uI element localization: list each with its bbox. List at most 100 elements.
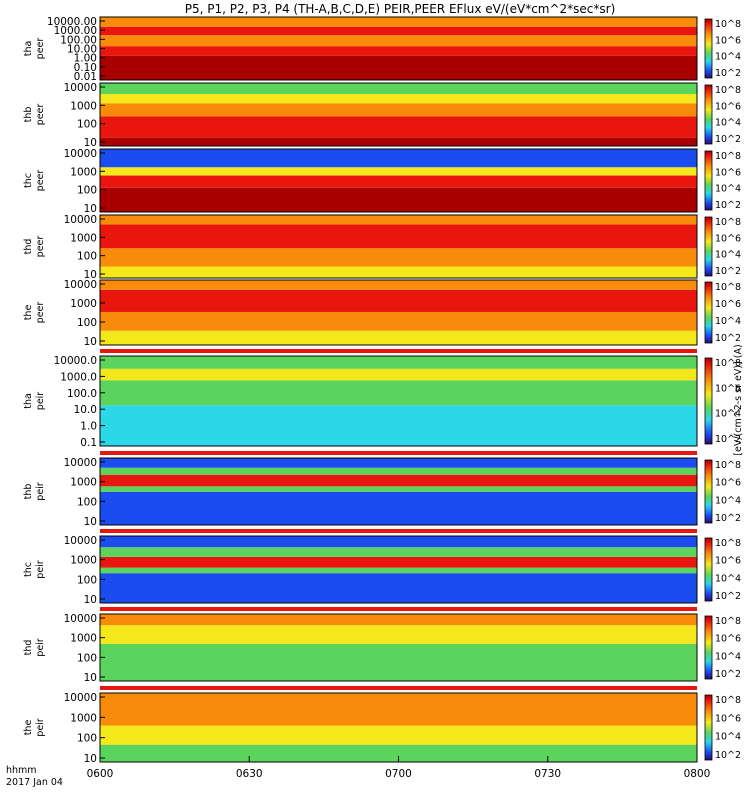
colorbar-tick-label: 10^6: [715, 167, 741, 178]
panel-species-label: peir: [35, 560, 46, 579]
panel-thb-peir: 10000 1000 100 10 thb peir 10^2 10^4 10^6 10^8: [23, 451, 741, 528]
panel-thb-peer: 10000 1000 100 10 thb peer 10^2 10^4 10^6 10^8: [23, 82, 741, 149]
energy-band: [100, 248, 697, 267]
colorbar-tick-label: 10^6: [715, 713, 741, 724]
colorbar-tick-label: 10^4: [715, 316, 741, 327]
panel-thd-peer: 10000 1000 100 10 thd peer 10^2 10^4 10^6 10^8: [23, 214, 741, 281]
energy-band: [100, 567, 697, 574]
panel-separator: [100, 529, 697, 533]
ytick-label: 10: [84, 203, 97, 215]
energy-band: [100, 103, 697, 117]
energy-band: [100, 187, 697, 212]
energy-band: [100, 614, 697, 626]
colorbar-tick-label: 10^2: [715, 134, 741, 145]
ytick-label: 100.00: [60, 34, 97, 46]
panel-the-peer: 10000 1000 100 10 the peer 10^2 10^4 10^6 10^8: [23, 279, 741, 348]
energy-band: [100, 486, 697, 492]
energy-band: [100, 137, 697, 146]
colorbar-tick-label: 10^2: [715, 68, 741, 79]
ytick-label: 10000.00: [47, 16, 97, 28]
xtick-label: 0630: [236, 768, 263, 780]
colorbar-tick-label: 10^2: [715, 669, 741, 680]
colorbar: [704, 216, 713, 277]
energy-band: [100, 93, 697, 104]
ytick-label: 1000: [70, 712, 97, 724]
panel-separator: [100, 349, 697, 353]
energy-band: [100, 167, 697, 176]
panel-separator: [100, 451, 697, 455]
panel-probe-label: thb: [23, 107, 34, 123]
colorbar-tick-label: 10^8: [715, 282, 741, 293]
colorbar-tick-label: 10^4: [715, 409, 741, 420]
panel-the-peir: 10000 1000 100 10 the peir 10^2 10^4 10^6 10^8: [23, 686, 741, 765]
colorbar-tick-label: 10^6: [715, 634, 741, 645]
energy-band: [100, 556, 697, 568]
energy-band: [100, 380, 697, 406]
ytick-label: 10000: [64, 535, 97, 547]
ytick-label: 100: [77, 733, 97, 745]
xtick-label: 0730: [534, 768, 561, 780]
ytick-label: 100: [77, 251, 97, 263]
panel-frame: [99, 148, 698, 213]
ytick-label: 10: [84, 516, 97, 528]
energy-band: [100, 467, 697, 475]
colorbar-tick-label: 10^8: [715, 19, 741, 30]
colorbar-tick-label: 10^8: [715, 358, 741, 369]
energy-band: [100, 643, 697, 681]
energy-band: [100, 311, 697, 331]
panel-frame: [99, 82, 698, 147]
ytick-label: 1.0: [80, 421, 97, 433]
colorbar-tick-label: 10^2: [715, 333, 741, 344]
panel-thc-peir: 10000 1000 100 10 thc peir 10^2 10^4 10^6 10^8: [23, 529, 741, 606]
panel-probe-label: thc: [23, 562, 34, 577]
colorbar-tick-label: 10^6: [715, 383, 741, 394]
ytick-label: 0.01: [74, 71, 97, 83]
ytick-label: 1000.00: [54, 25, 97, 37]
panel-species-label: peir: [35, 482, 46, 501]
colorbar-tick-label: 10^2: [715, 434, 741, 445]
time-axis-label: hhmm: [6, 765, 37, 776]
panel-probe-label: tha: [23, 41, 34, 57]
ytick-label: 10.0: [74, 404, 97, 416]
ytick-label: 1000: [70, 633, 97, 645]
ytick-label: 10000: [64, 148, 97, 160]
colorbar-tick-label: 10^4: [715, 118, 741, 129]
energy-band: [100, 266, 697, 278]
energy-band: [100, 458, 697, 468]
colorbar: [704, 150, 713, 211]
energy-band: [100, 330, 697, 345]
panel-probe-label: thc: [23, 173, 34, 188]
ytick-label: 1000: [70, 100, 97, 112]
panel-frame: [99, 279, 698, 346]
panel-probe-label: the: [23, 305, 34, 321]
energy-band: [100, 405, 697, 446]
ytick-label: 100: [77, 317, 97, 329]
panel-thd-peir: 10000 1000 100 10 thd peir 10^2 10^4 10^6 10^8: [23, 607, 741, 684]
colorbar-tick-label: 10^6: [715, 233, 741, 244]
colorbar: [704, 537, 713, 602]
ytick-label: 10: [84, 672, 97, 684]
energy-band: [100, 491, 697, 525]
ytick-label: 10000: [64, 692, 97, 704]
ytick-label: 1000: [70, 298, 97, 310]
panel-tha-peir: 10000.0 1000.0 100.0 10.0 1.0 0.1 tha peir 10^2 1…: [23, 349, 741, 449]
ytick-label: 10: [84, 137, 97, 149]
energy-band: [100, 289, 697, 312]
panel-frame: [99, 535, 698, 604]
ytick-label: 0.10: [74, 62, 97, 74]
xtick-label: 0600: [87, 768, 114, 780]
xtick-label: 0700: [385, 768, 412, 780]
xtick-label: 0800: [684, 768, 711, 780]
energy-band: [100, 55, 697, 80]
colorbar-tick-label: 10^4: [715, 573, 741, 584]
colorbar-tick-label: 10^8: [715, 151, 741, 162]
ytick-label: 100: [77, 574, 97, 586]
ytick-label: 1000: [70, 555, 97, 567]
ytick-label: 10000.0: [54, 355, 97, 367]
energy-band: [100, 46, 697, 56]
energy-band: [100, 224, 697, 249]
colorbar-tick-label: 10^4: [715, 732, 741, 743]
ytick-label: 100.0: [67, 388, 97, 400]
